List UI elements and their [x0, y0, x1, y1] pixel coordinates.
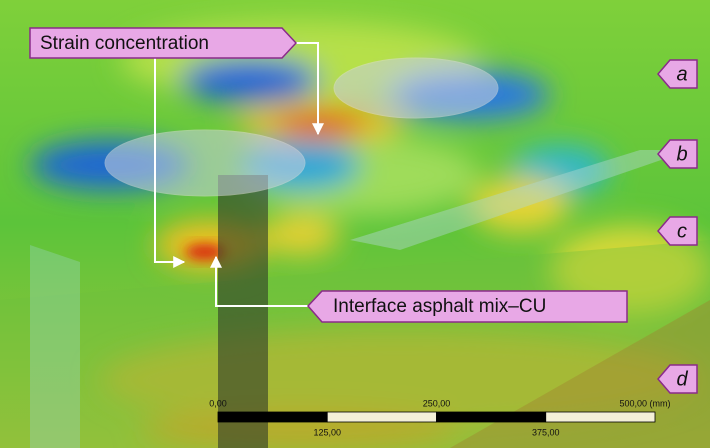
strain-label: Strain concentration	[30, 28, 296, 58]
label-text: Strain concentration	[40, 33, 209, 54]
scale-label: 125,00	[313, 427, 341, 437]
tag-text: a	[676, 63, 687, 85]
tag-text: d	[676, 368, 688, 390]
tag-text: b	[676, 143, 687, 165]
contour-field	[0, 0, 710, 448]
scale-segment	[546, 412, 655, 422]
scale-label: 375,00	[532, 427, 560, 437]
scale-segment	[218, 412, 327, 422]
scale-segment	[437, 412, 546, 422]
scene: Strain concentration Interface asphalt m…	[0, 0, 710, 448]
scale-segment	[327, 412, 436, 422]
label-text: Interface asphalt mix–CU	[333, 296, 546, 317]
interface-label: Interface asphalt mix–CU	[308, 291, 627, 322]
scale-label: 500,00 (mm)	[619, 398, 670, 408]
scale-label: 250,00	[423, 398, 451, 408]
tag-text: c	[677, 220, 687, 242]
scale-label: 0,00	[209, 398, 227, 408]
